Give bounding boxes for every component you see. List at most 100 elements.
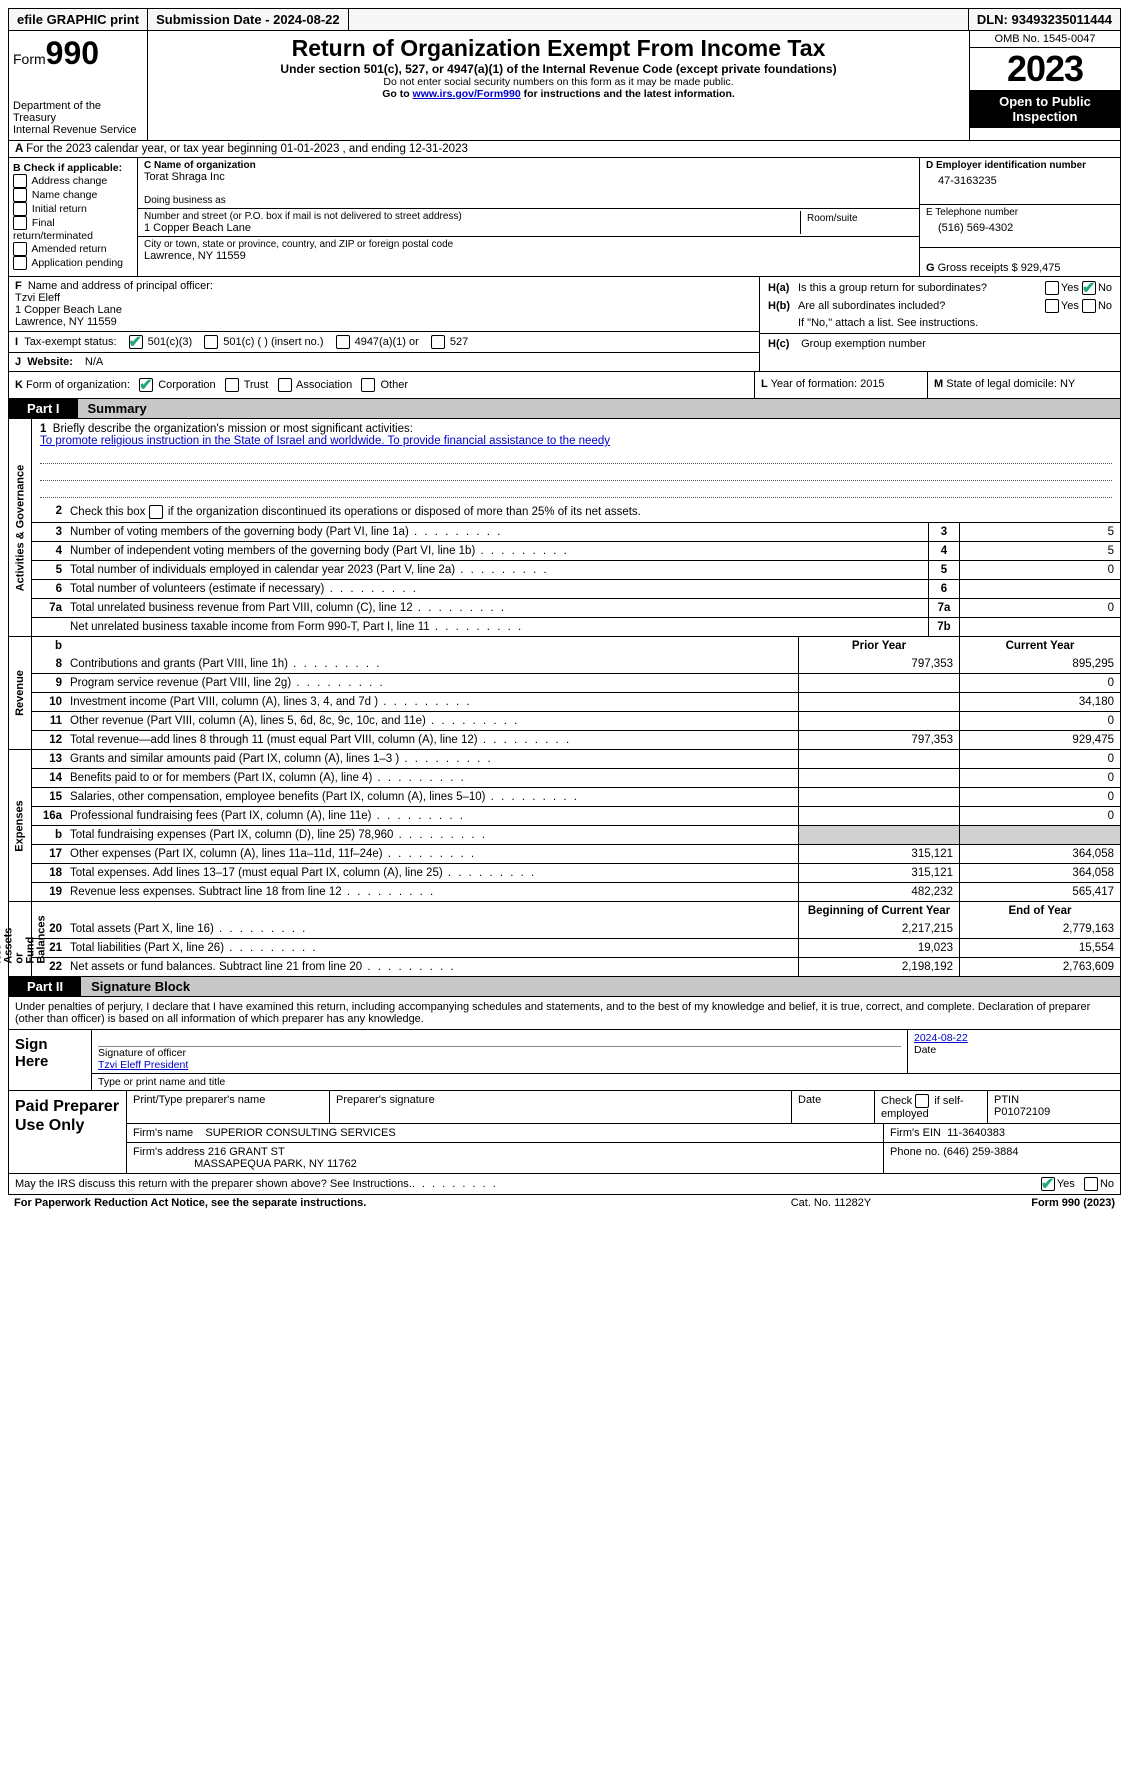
form-number: Form990 <box>13 35 143 72</box>
checkbox-527[interactable] <box>431 335 445 349</box>
checkbox-discontinued[interactable] <box>149 505 163 519</box>
form-header:, 2023 Open to Public Inspection: Form990 Department of the Treasury Inter… <box>8 31 1121 141</box>
section-bcdeg: B Check if applicable: Address change Na… <box>8 158 1121 277</box>
box-i: I Tax-exempt status: 501(c)(3) 501(c) ( … <box>9 332 759 353</box>
col-deg: D Employer identification number 47-3163… <box>920 158 1120 276</box>
gov-row: 4 Number of independent voting members o… <box>32 541 1120 560</box>
subtitle-3: Go to www.irs.gov/Form990 for instructio… <box>158 88 959 100</box>
section-revenue: Revenue b Prior Year Current Year 8 Cont… <box>8 637 1121 750</box>
irs-link[interactable]: www.irs.gov/Form990 <box>413 88 521 100</box>
submission-date: Submission Date - 2024-08-22 <box>148 9 349 30</box>
box-b: B Check if applicable: Address change Na… <box>9 158 138 276</box>
box-j: J Website: N/A <box>9 353 759 371</box>
officer-name[interactable]: Tzvi Eleff President <box>98 1059 188 1071</box>
part-1-header: Part I Summary <box>8 399 1121 419</box>
fin-row: 21 Total liabilities (Part X, line 26) 1… <box>32 938 1120 957</box>
gov-row: Net unrelated business taxable income fr… <box>32 617 1120 636</box>
checkbox-address-change[interactable] <box>13 174 27 188</box>
org-name-cell: C Name of organization Torat Shraga Inc … <box>138 158 919 209</box>
fin-row: 18 Total expenses. Add lines 13–17 (must… <box>32 863 1120 882</box>
checkbox-app-pending[interactable] <box>13 256 27 270</box>
fin-row: 8 Contributions and grants (Part VIII, l… <box>32 655 1120 673</box>
mission-block: 1 Briefly describe the organization's mi… <box>32 419 1120 502</box>
checkbox-final-return[interactable] <box>13 216 27 230</box>
open-to-public: Open to Public Inspection <box>970 90 1120 128</box>
fin-row: 16a Professional fundraising fees (Part … <box>32 806 1120 825</box>
sign-here-block: Sign Here Signature of officer Tzvi Elef… <box>8 1030 1121 1091</box>
header-center: Return of Organization Exempt From Incom… <box>148 31 969 140</box>
netassets-header: Beginning of Current Year End of Year <box>32 902 1120 920</box>
section-governance: Activities & Governance 1 Briefly descri… <box>8 419 1121 637</box>
checkbox-501c3[interactable] <box>129 335 143 349</box>
section-klm: K Form of organization: Corporation Trus… <box>8 372 1121 399</box>
gov-row: 7a Total unrelated business revenue from… <box>32 598 1120 617</box>
checkbox-hb-yes[interactable] <box>1045 299 1059 313</box>
checkbox-ha-yes[interactable] <box>1045 281 1059 295</box>
top-bar: efile GRAPHIC print Submission Date - 20… <box>8 8 1121 31</box>
fin-row: 20 Total assets (Part X, line 16) 2,217,… <box>32 920 1120 938</box>
section-expenses: Expenses 13 Grants and similar amounts p… <box>8 750 1121 902</box>
section-netassets: Net Assets or Fund Balances Beginning of… <box>8 902 1121 977</box>
dept-treasury: Department of the Treasury Internal Reve… <box>13 100 143 136</box>
tax-year: 2023 <box>970 48 1120 90</box>
checkbox-501c[interactable] <box>204 335 218 349</box>
header-left: Form990 Department of the Treasury Inter… <box>9 31 148 140</box>
header-right: OMB No. 1545-0047 2023 Open to Public In… <box>969 31 1120 140</box>
revenue-header: b Prior Year Current Year <box>32 637 1120 655</box>
omb-number: OMB No. 1545-0047 <box>970 31 1120 48</box>
fin-row: 17 Other expenses (Part IX, column (A), … <box>32 844 1120 863</box>
gov-row: 6 Total number of volunteers (estimate i… <box>32 579 1120 598</box>
city-cell: City or town, state or province, country… <box>138 237 919 276</box>
checkbox-discuss-no[interactable] <box>1084 1177 1098 1191</box>
checkbox-initial-return[interactable] <box>13 202 27 216</box>
checkbox-name-change[interactable] <box>13 188 27 202</box>
form-title: Return of Organization Exempt From Incom… <box>158 35 959 62</box>
gov-row: 5 Total number of individuals employed i… <box>32 560 1120 579</box>
line-a: A For the 2023 calendar year, or tax yea… <box>8 141 1121 158</box>
box-c: C Name of organization Torat Shraga Inc … <box>138 158 1120 276</box>
checkbox-assoc[interactable] <box>278 378 292 392</box>
checkbox-self-employed[interactable] <box>915 1094 929 1108</box>
dln: DLN: 93493235011444 <box>968 9 1120 30</box>
vlabel-governance: Activities & Governance <box>14 464 26 591</box>
efile-label: efile GRAPHIC print <box>9 9 148 30</box>
box-h: H(a) Is this a group return for subordin… <box>760 277 1120 371</box>
address-row: Number and street (or P.O. box if mail i… <box>138 209 919 237</box>
fin-row: 19 Revenue less expenses. Subtract line … <box>32 882 1120 901</box>
bottom-line: For Paperwork Reduction Act Notice, see … <box>8 1195 1121 1211</box>
fin-row: 22 Net assets or fund balances. Subtract… <box>32 957 1120 976</box>
checkbox-other[interactable] <box>361 378 375 392</box>
vlabel-netassets: Net Assets or Fund Balances <box>0 915 48 963</box>
box-g: G Gross receipts $ 929,475 <box>920 248 1120 276</box>
fin-row: 14 Benefits paid to or for members (Part… <box>32 768 1120 787</box>
mission-text[interactable]: To promote religious instruction in the … <box>40 435 610 447</box>
fin-row: 9 Program service revenue (Part VIII, li… <box>32 673 1120 692</box>
box-m: M State of legal domicile: NY <box>928 372 1120 398</box>
checkbox-corp[interactable] <box>139 378 153 392</box>
subtitle-2: Do not enter social security numbers on … <box>158 76 959 88</box>
paid-preparer-block: Paid Preparer Use Only Print/Type prepar… <box>8 1091 1121 1174</box>
vlabel-expenses: Expenses <box>14 800 26 851</box>
fin-row: 11 Other revenue (Part VIII, column (A),… <box>32 711 1120 730</box>
checkbox-trust[interactable] <box>225 378 239 392</box>
gov-row: 3 Number of voting members of the govern… <box>32 522 1120 541</box>
fin-row: b Total fundraising expenses (Part IX, c… <box>32 825 1120 844</box>
irs-discuss-row: May the IRS discuss this return with the… <box>8 1174 1121 1195</box>
part-2-header: Part II Signature Block <box>8 977 1121 997</box>
fin-row: 12 Total revenue—add lines 8 through 11 … <box>32 730 1120 749</box>
section-fhij: F Name and address of principal officer:… <box>8 277 1121 372</box>
vlabel-revenue: Revenue <box>14 670 26 716</box>
box-f: F Name and address of principal officer:… <box>9 277 759 332</box>
fin-row: 13 Grants and similar amounts paid (Part… <box>32 750 1120 768</box>
fin-row: 15 Salaries, other compensation, employe… <box>32 787 1120 806</box>
fin-row: 10 Investment income (Part VIII, column … <box>32 692 1120 711</box>
checkbox-amended[interactable] <box>13 242 27 256</box>
checkbox-ha-no[interactable] <box>1082 281 1096 295</box>
checkbox-4947[interactable] <box>336 335 350 349</box>
checkbox-discuss-yes[interactable] <box>1041 1177 1055 1191</box>
box-d: D Employer identification number 47-3163… <box>920 158 1120 205</box>
box-e: E Telephone number (516) 569-4302 <box>920 205 1120 248</box>
gov-row: 2 Check this box if the organization dis… <box>32 502 1120 522</box>
checkbox-hb-no[interactable] <box>1082 299 1096 313</box>
box-k: K Form of organization: Corporation Trus… <box>9 372 755 398</box>
